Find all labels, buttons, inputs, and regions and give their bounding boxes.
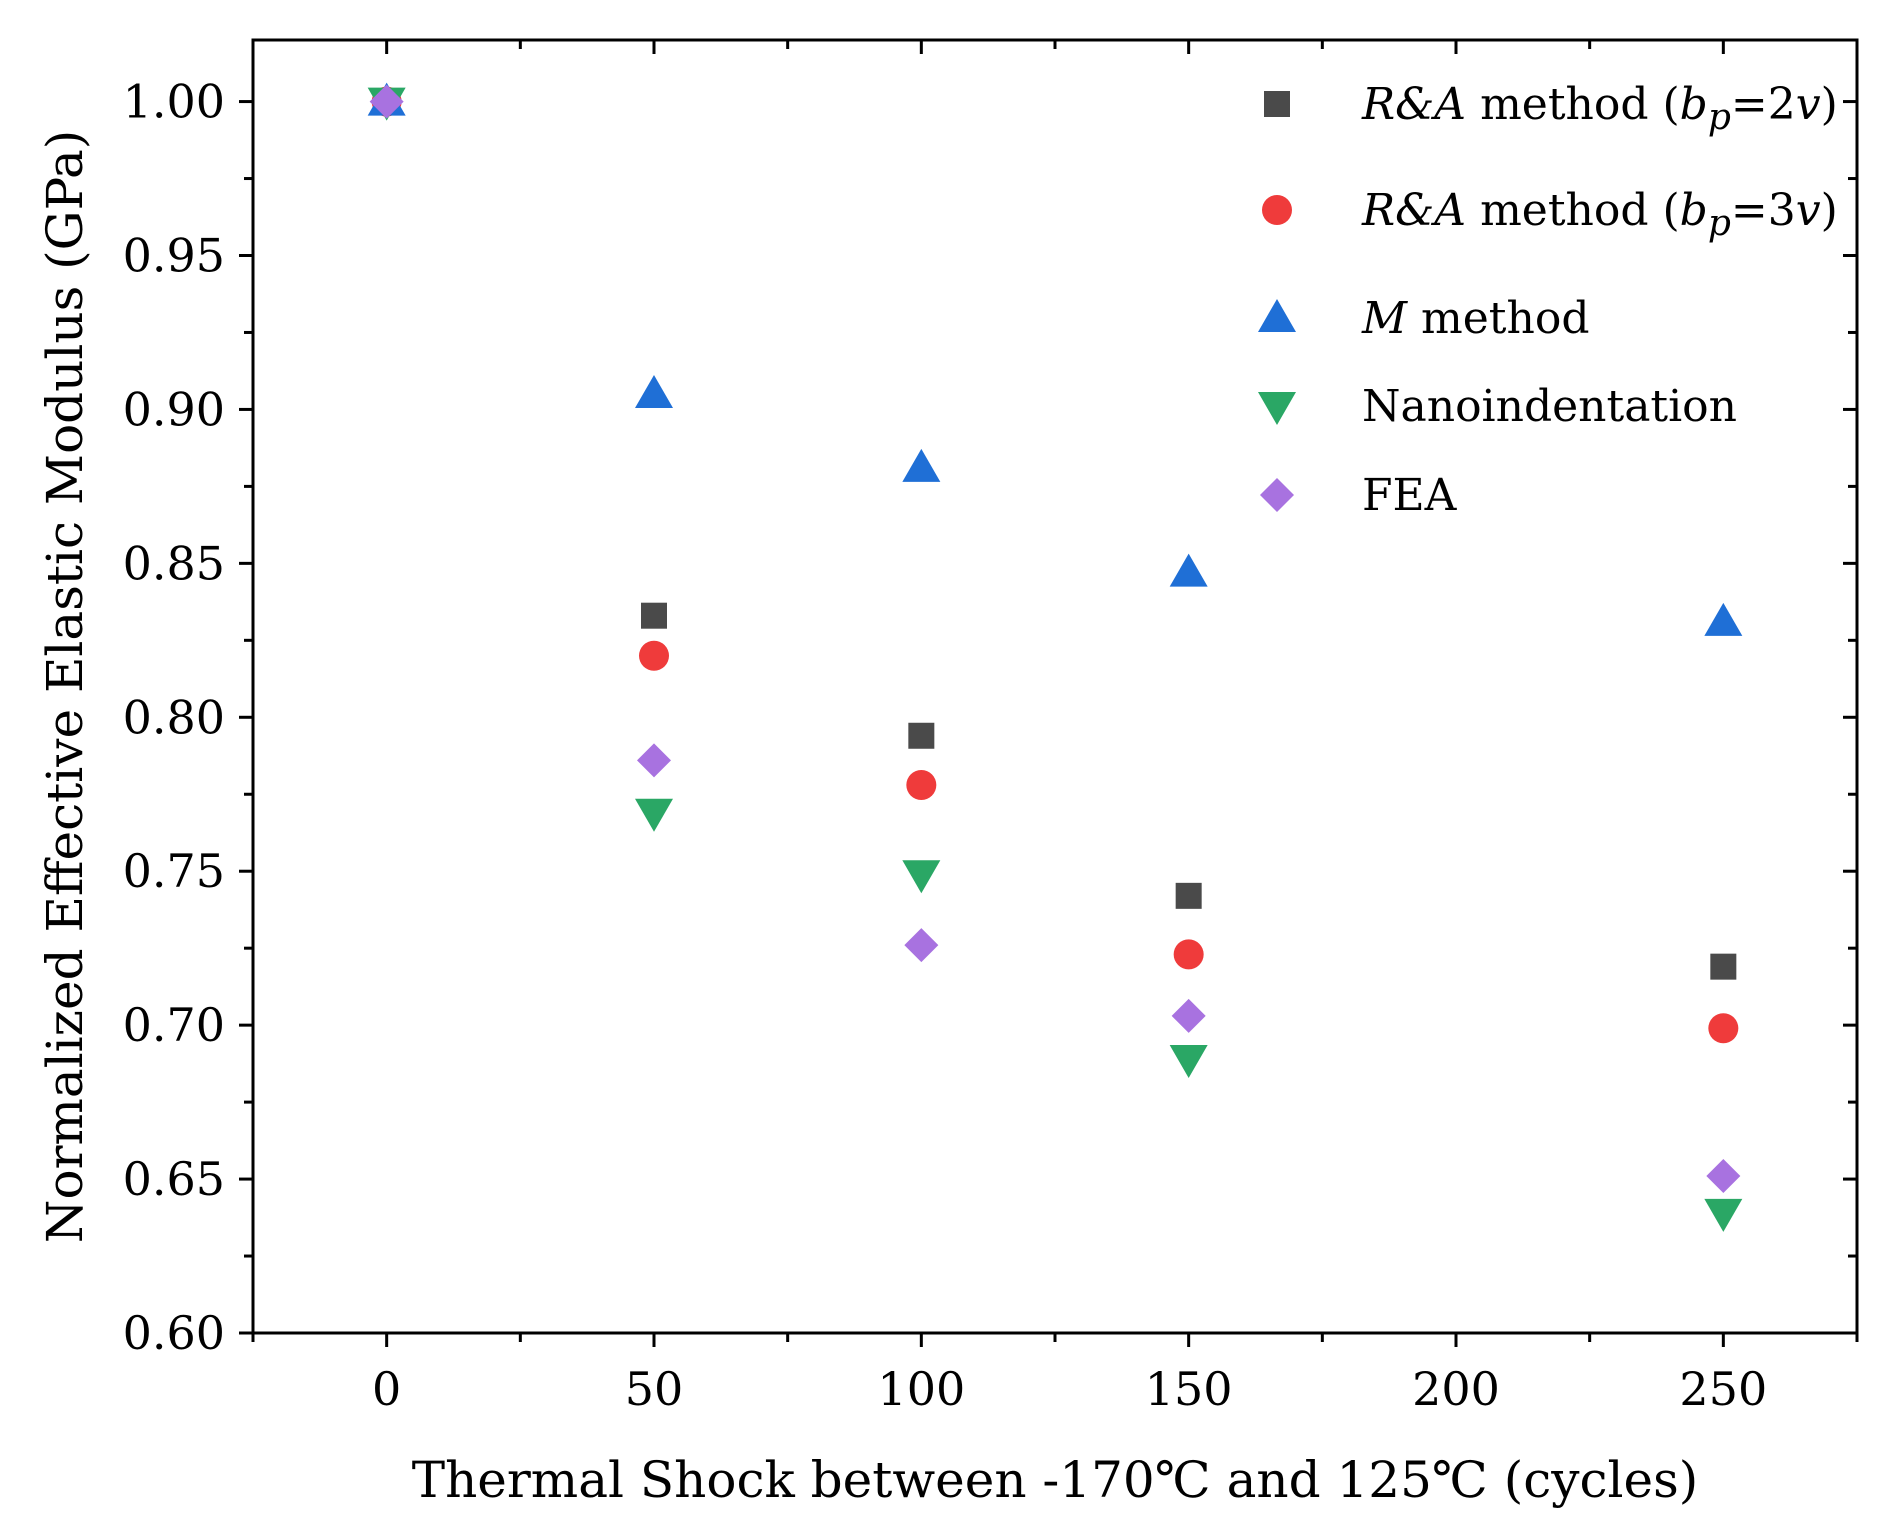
y-tick-label: 0.85 xyxy=(123,536,225,590)
data-point xyxy=(635,375,673,409)
legend-label: Nanoindentation xyxy=(1362,381,1737,432)
y-tick-label: 0.75 xyxy=(123,844,225,898)
legend-marker xyxy=(1264,91,1290,117)
data-point xyxy=(908,722,935,749)
data-point xyxy=(1704,1198,1743,1232)
data-point xyxy=(1175,882,1202,909)
y-tick-label: 0.70 xyxy=(123,998,225,1052)
legend-item: R&A method (bp=3v) xyxy=(1262,185,1838,244)
legend-label-part: ) xyxy=(1821,185,1838,236)
data-point xyxy=(904,928,939,963)
x-tick-label: 50 xyxy=(625,1362,684,1416)
data-point xyxy=(1169,553,1208,587)
x-tick-label: 150 xyxy=(1145,1362,1233,1416)
plot-frame xyxy=(251,38,1859,1335)
legend-label-part: ) xyxy=(1821,79,1838,130)
legend-label-part: =2 xyxy=(1731,79,1796,130)
y-axis-title: Normalized Effective Elastic Modulus (GP… xyxy=(36,130,94,1244)
legend-marker xyxy=(1258,299,1296,332)
legend-item: M method xyxy=(1258,293,1590,344)
data-point xyxy=(1171,998,1206,1033)
data-point xyxy=(369,84,404,119)
legend-label-part: b xyxy=(1680,79,1708,130)
legend-label-part: Nanoindentation xyxy=(1362,381,1737,432)
plot-border xyxy=(251,38,1859,1335)
y-tick-label: 0.90 xyxy=(123,382,225,436)
legend-marker xyxy=(1260,478,1294,512)
legend-label-part: method ( xyxy=(1466,79,1680,130)
legend-label-part: v xyxy=(1796,185,1821,236)
data-point xyxy=(637,743,671,778)
legend-label-part: FEA xyxy=(1362,470,1458,521)
legend-label-part: method xyxy=(1407,293,1589,344)
y-tick-label: 0.60 xyxy=(123,1306,225,1360)
y-tick-label: 1.00 xyxy=(123,75,225,129)
data-point xyxy=(635,798,673,832)
data-point xyxy=(1704,602,1743,636)
y-tick-label: 0.95 xyxy=(123,229,225,283)
data-point xyxy=(641,602,667,629)
data-point xyxy=(906,770,937,801)
legend-item: FEA xyxy=(1260,470,1458,521)
legend-label-part: M xyxy=(1361,293,1408,344)
legend-item: Nanoindentation xyxy=(1258,381,1737,432)
axis-ticks: 0 50 100 150 200 250 0.60 0.65 0.70 0.75 0.80 0.85 0… xyxy=(123,40,1859,1416)
legend-label-part: p xyxy=(1708,203,1731,244)
series-triangle-up xyxy=(367,82,1743,636)
series-diamond xyxy=(369,84,1741,1193)
y-tick-label: 0.80 xyxy=(123,690,225,744)
legend-label-part: b xyxy=(1680,185,1708,236)
y-axis-title-group: Normalized Effective Elastic Modulus (GP… xyxy=(36,130,94,1244)
data-point xyxy=(1710,953,1737,980)
legend-label-part: R&A xyxy=(1361,79,1466,130)
legend: R&A method (bp=2v)R&A method (bp=3v)M me… xyxy=(1258,79,1838,521)
legend-label-part: method ( xyxy=(1466,185,1680,236)
legend-label-part: p xyxy=(1708,97,1731,138)
series-triangle-down xyxy=(367,87,1743,1232)
x-axis-title: Thermal Shock between -170℃ and 125℃ (cy… xyxy=(412,1451,1699,1509)
legend-label-part: v xyxy=(1796,79,1821,130)
data-point xyxy=(1173,939,1204,970)
x-tick-label: 250 xyxy=(1679,1362,1767,1416)
data-point xyxy=(1708,1013,1739,1044)
data-point xyxy=(639,640,669,671)
legend-marker xyxy=(1262,195,1292,225)
legend-label-part: =3 xyxy=(1731,185,1796,236)
data-point xyxy=(902,448,941,482)
legend-label: FEA xyxy=(1362,470,1458,521)
legend-label-part: R&A xyxy=(1361,185,1466,236)
data-points xyxy=(367,82,1743,1232)
x-tick-label: 200 xyxy=(1412,1362,1500,1416)
data-point xyxy=(1706,1158,1741,1193)
legend-marker xyxy=(1258,392,1296,425)
legend-label: M method xyxy=(1361,293,1590,344)
legend-item: R&A method (bp=2v) xyxy=(1264,79,1838,138)
legend-label: R&A method (bp=2v) xyxy=(1361,79,1838,138)
x-tick-label: 0 xyxy=(372,1362,401,1416)
legend-label: R&A method (bp=3v) xyxy=(1361,185,1838,244)
data-point xyxy=(902,860,941,894)
x-tick-label: 100 xyxy=(877,1362,965,1416)
data-point xyxy=(1169,1045,1208,1079)
y-tick-label: 0.65 xyxy=(123,1152,225,1206)
